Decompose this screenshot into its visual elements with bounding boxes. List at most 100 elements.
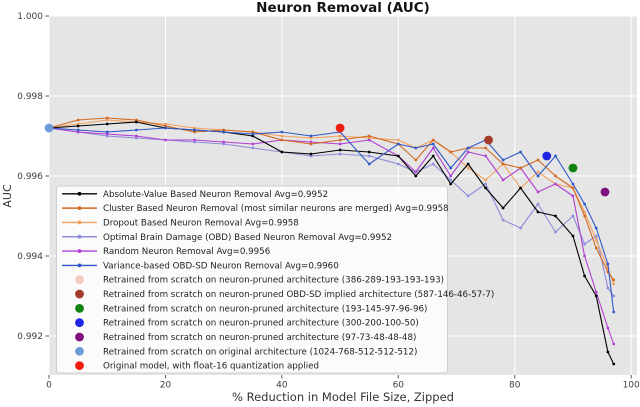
series-marker-absolute-value [76,124,80,128]
series-marker-absolute-value [594,294,598,298]
series-marker-random [251,142,255,146]
series-marker-absolute-value [571,234,575,238]
series-marker-obd [367,154,371,158]
legend-entry-retrained-97: Retrained from scratch on neuron-pruned … [75,332,416,343]
series-marker-absolute-value [583,274,587,278]
series-marker-cluster [105,116,109,120]
x-tick-label: 40 [276,381,288,391]
legend: Absolute-Value Based Neuron Removal Avg=… [56,185,494,374]
series-marker-obd [583,242,587,246]
legend-line-marker [77,234,82,239]
series-marker-variance-obd-sd [612,310,616,314]
series-marker-cluster [449,150,453,154]
series-marker-absolute-value [466,162,470,166]
axis-ticks: 0 20 40 60 80 100 1.000 0.998 0.996 0.994 0.992 [17,12,640,391]
series-marker-cluster [134,118,138,122]
y-tick-label: 0.996 [17,172,43,182]
series-marker-dropout [367,136,371,140]
legend-label: Retrained from scratch on neuron-pruned … [103,290,494,300]
series-marker-absolute-value [309,152,313,156]
series-marker-obd [449,178,453,182]
series-marker-dropout [338,134,342,138]
legend-dot-swatch [75,318,84,328]
series-marker-random [309,140,313,144]
series-marker-obd [606,286,610,290]
x-tick-label: 0 [46,381,52,391]
series-marker-absolute-value [134,120,138,124]
series-marker-cluster [193,130,196,134]
legend-label: Retrained from scratch on neuron-pruned … [103,276,444,286]
series-marker-absolute-value [105,122,109,126]
series-marker-variance-obd-sd [222,130,226,134]
series-marker-absolute-value [606,350,610,354]
series-marker-cluster [484,146,488,150]
series-marker-variance-obd-sd [134,128,138,132]
legend-entry-dropout: Dropout Based Neuron Removal Avg=0.9958 [62,218,299,228]
series-marker-cluster [309,142,313,146]
series-marker-absolute-value [484,186,488,190]
legend-entry-retrained-193: Retrained from scratch on neuron-pruned … [75,303,427,314]
series-marker-cluster [338,138,342,142]
legend-entry-variance-obd-sd: Variance-based OBD-SD Neuron Removal Avg… [62,261,339,271]
series-marker-obd [431,162,435,166]
legend-entry-obd: Optimal Brain Damage (OBD) Based Neuron … [62,233,392,243]
series-marker-cluster [554,174,557,178]
legend-label: Retrained from scratch on neuron-pruned … [103,319,419,329]
series-marker-obd [309,154,313,158]
series-marker-cluster [431,138,435,142]
series-marker-variance-obd-sd [519,150,522,154]
series-marker-obd [571,214,575,218]
legend-entry-cluster: Cluster Based Neuron Removal (most simil… [62,204,449,214]
series-marker-dropout [105,118,109,122]
series-marker-variance-obd-sd [583,202,587,206]
legend-label: Random Neuron Removal Avg=0.9956 [103,247,270,257]
legend-dot-swatch [75,361,84,371]
series-marker-absolute-value [612,362,616,366]
series-marker-cluster [501,162,505,166]
series-marker-obd [251,146,255,150]
series-marker-random [594,290,598,294]
series-marker-obd [594,234,598,238]
y-tick-label: 0.992 [17,332,43,342]
series-marker-absolute-value [536,210,540,214]
y-tick-label: 0.994 [17,252,43,262]
series-marker-variance-obd-sd [431,142,435,146]
series-marker-variance-obd-sd [501,158,505,162]
legend-label: Retrained from scratch on neuron-pruned … [103,304,427,314]
series-marker-variance-obd-sd [554,154,557,158]
series-marker-cluster [519,166,522,170]
series-marker-dropout [612,282,616,286]
series-marker-variance-obd-sd [280,130,284,134]
series-marker-obd [501,218,505,222]
x-axis-label: % Reduction in Model File Size, Zipped [232,390,454,404]
series-marker-cluster [612,278,616,282]
series-marker-random [414,170,418,174]
x-tick-label: 60 [393,381,405,391]
series-marker-random [338,142,342,146]
series-marker-variance-obd-sd [105,130,109,134]
series-marker-absolute-value [519,186,522,190]
series-marker-cluster [594,246,598,250]
point-retrained-obd-sd-587 [484,135,493,145]
series-marker-absolute-value [367,150,371,154]
point-original-float16 [335,123,345,133]
legend-entry-retrained-386: Retrained from scratch on neuron-pruned … [75,275,444,286]
legend-line-marker [77,249,82,253]
point-retrained-original-1024 [44,123,54,133]
legend-dot-swatch [75,332,84,342]
series-marker-absolute-value [501,206,505,210]
legend-dot-swatch [75,275,84,285]
series-marker-absolute-value [431,154,435,158]
series-marker-cluster [164,124,167,128]
series-marker-dropout [76,122,80,126]
series-marker-absolute-value [280,150,284,154]
legend-entry-random: Random Neuron Removal Avg=0.9956 [62,247,270,257]
series-marker-obd [193,140,196,144]
legend-entry-retrained-300: Retrained from scratch on neuron-pruned … [75,318,419,329]
legend-entry-original-float16: Original model, with float-16 quantizati… [75,361,319,372]
series-marker-random [612,342,616,346]
series-marker-random [105,132,109,136]
series-marker-absolute-value [338,148,342,152]
series-marker-absolute-value [414,174,418,178]
series-marker-variance-obd-sd [164,126,167,130]
